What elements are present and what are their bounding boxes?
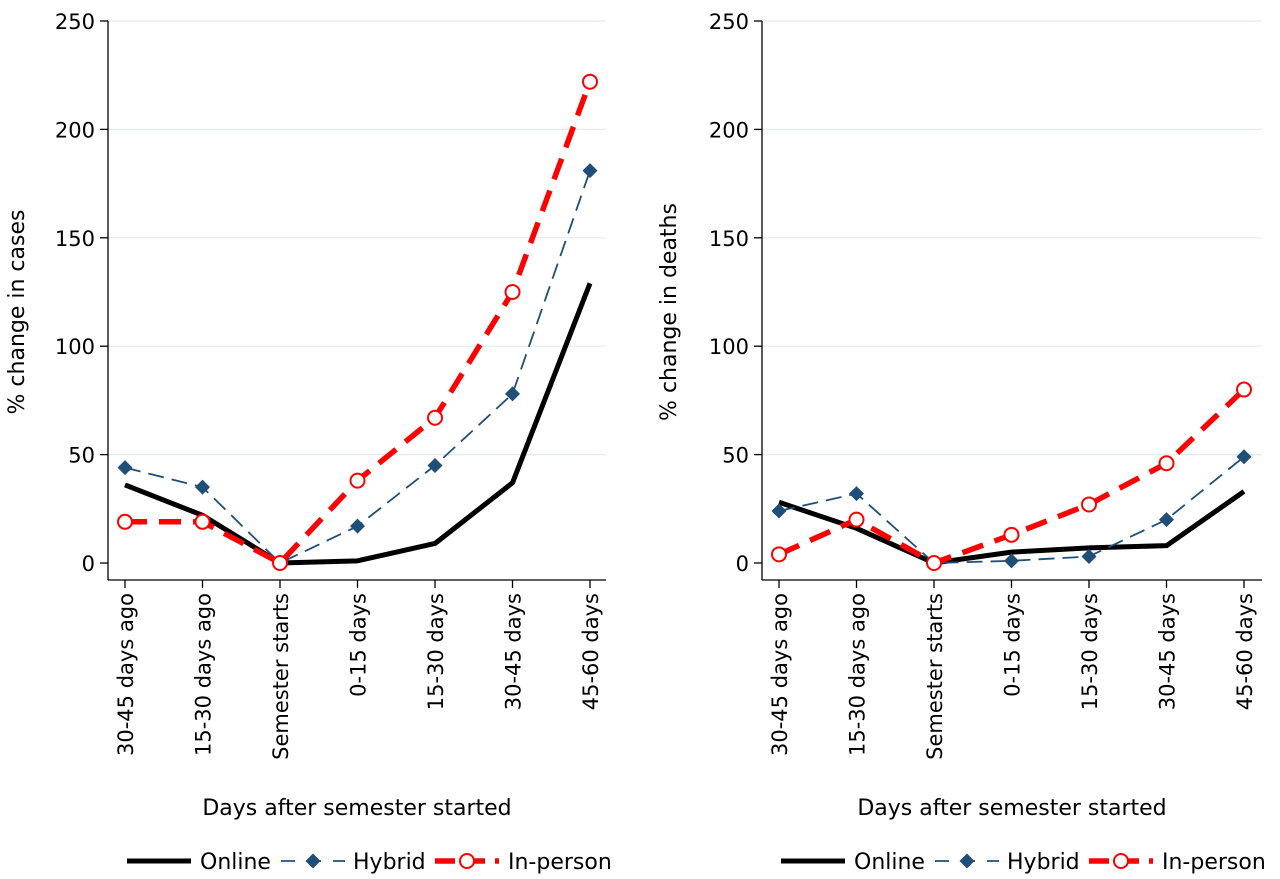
y-tick-label: 250: [709, 10, 749, 34]
x-tick-label: 45-60 days: [579, 593, 603, 710]
x-tick-label: 15-30 days: [1078, 593, 1102, 710]
y-tick-label: 250: [55, 10, 95, 34]
data-point-in-person: [848, 511, 865, 528]
data-point-hybrid: [1159, 512, 1174, 528]
data-point-hybrid: [849, 486, 864, 502]
data-point-in-person: [1003, 526, 1020, 543]
y-tick-label: 0: [736, 552, 749, 576]
data-point-hybrid: [1236, 449, 1252, 465]
data-point-hybrid: [505, 386, 520, 402]
x-tick-label: Semester starts: [269, 593, 293, 760]
data-point-hybrid: [195, 479, 210, 495]
x-tick-label: 30-45 days ago: [114, 593, 138, 756]
legend-marker-hybrid: [305, 853, 321, 869]
series-line-in-person: [125, 80, 593, 566]
data-point-hybrid: [771, 503, 787, 519]
x-tick-label: 45-60 days: [1233, 593, 1257, 710]
data-point-hybrid: [1081, 548, 1097, 564]
legend-label-online: Online: [854, 850, 925, 875]
y-tick-label: 100: [709, 335, 749, 359]
data-point-in-person: [272, 555, 288, 571]
x-axis-title: Days after semester started: [202, 796, 511, 821]
legend-label-online: Online: [200, 850, 271, 875]
x-tick-label: 0-15 days: [1001, 593, 1025, 697]
legend-label-in-person: In-person: [1162, 850, 1266, 875]
y-tick-label: 0: [82, 552, 95, 576]
legend-label-hybrid: Hybrid: [1007, 850, 1080, 875]
legend-label-hybrid: Hybrid: [353, 850, 426, 875]
data-point-in-person: [926, 555, 942, 571]
data-point-in-person: [504, 284, 521, 300]
data-point-hybrid: [582, 163, 598, 179]
data-point-in-person: [1158, 455, 1175, 472]
data-point-hybrid: [117, 460, 133, 476]
chart-panel-2: 0 50 100 150 200 250 30-45 days ago 15-30 days …: [657, 10, 1266, 875]
y-axis-title: % change in deaths: [657, 203, 682, 421]
y-tick-label: 100: [55, 335, 95, 359]
x-axis-title: Days after semester started: [857, 796, 1166, 821]
series-line-hybrid: [778, 456, 1245, 564]
y-tick-label: 150: [709, 227, 749, 251]
y-axis-title: % change in cases: [5, 210, 30, 415]
series-line-hybrid: [124, 170, 591, 564]
x-tick-label: 0-15 days: [347, 593, 371, 697]
data-point-hybrid: [1004, 553, 1019, 569]
y-tick-label: 50: [722, 444, 749, 468]
x-tick-label: 15-30 days ago: [192, 593, 216, 756]
data-point-in-person: [771, 546, 787, 563]
data-point-in-person: [582, 73, 598, 90]
x-tick-label: 30-45 days: [1156, 593, 1180, 710]
data-point-hybrid: [350, 518, 365, 534]
data-point-in-person: [427, 409, 443, 426]
data-point-in-person: [1236, 381, 1252, 398]
y-tick-label: 200: [709, 118, 749, 142]
data-point-hybrid: [427, 457, 443, 473]
data-point-in-person: [1081, 496, 1097, 513]
x-tick-label: Semester starts: [923, 593, 947, 760]
x-tick-label: 15-30 days ago: [846, 593, 870, 756]
y-tick-label: 200: [55, 118, 95, 142]
legend-label-in-person: In-person: [508, 850, 612, 875]
data-point-in-person: [194, 513, 211, 530]
y-tick-label: 50: [68, 444, 95, 468]
legend-marker-in-person: [459, 853, 475, 869]
data-point-in-person: [349, 472, 366, 489]
series-line-online: [778, 489, 1246, 566]
x-tick-label: 30-45 days: [502, 593, 526, 710]
x-tick-label: 15-30 days: [424, 593, 448, 710]
legend: Online Hybrid In-person: [781, 850, 1266, 875]
legend-marker-in-person: [1113, 853, 1129, 869]
y-tick-label: 150: [55, 227, 95, 251]
x-tick-label: 30-45 days ago: [768, 593, 792, 756]
data-point-in-person: [117, 513, 133, 530]
chart-panel-1: 0 50 100 150 200 250 30-45 days ago 15-30 days …: [5, 10, 612, 875]
legend: Online Hybrid In-person: [127, 850, 612, 875]
legend-marker-hybrid: [959, 853, 975, 869]
